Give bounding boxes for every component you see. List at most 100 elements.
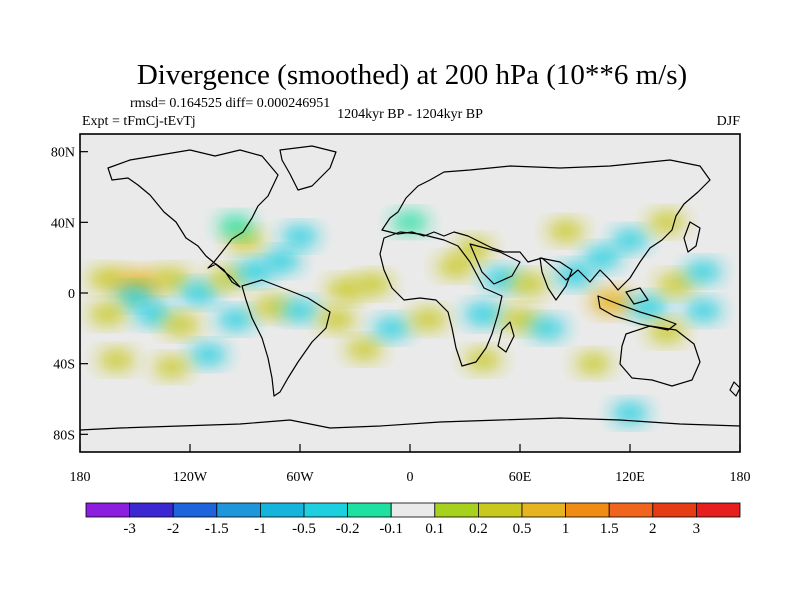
- y-tick-label-1: 40N: [51, 216, 75, 231]
- x-tick-label-6: 180: [730, 470, 751, 485]
- anomaly-region-3: [116, 286, 154, 307]
- colorbar-label-0: -3: [123, 521, 136, 537]
- anomaly-region-22: [317, 309, 356, 330]
- anomaly-region-21: [354, 273, 392, 295]
- anomaly-region-33: [555, 264, 595, 287]
- x-tick-label-0: 180: [70, 470, 91, 485]
- anomaly-region-11: [88, 303, 127, 325]
- colorbar-swatch-7: [390, 502, 436, 518]
- colorbar-label-7: 0.1: [425, 521, 444, 537]
- anomaly-region-17: [153, 357, 190, 378]
- coast-north-america: [107, 149, 279, 288]
- period-label: 1204kyr BP - 1204kyr BP: [337, 107, 483, 122]
- colorbar-label-12: 2: [649, 521, 657, 537]
- colorbar-label-6: -0.1: [379, 521, 403, 537]
- colorbar-label-8: 0.2: [469, 521, 488, 537]
- coast-japan: [683, 221, 701, 253]
- anomaly-region-29: [510, 273, 549, 295]
- anomaly-region-40: [647, 321, 686, 343]
- anomaly-region-42: [547, 220, 585, 242]
- map-background: [80, 134, 740, 452]
- anomaly-region-34: [583, 247, 622, 269]
- anomaly-region-44: [464, 349, 502, 371]
- coast-africa: [379, 231, 503, 367]
- anomaly-region-12: [134, 303, 173, 325]
- coast-india: [539, 257, 573, 301]
- colorbar-swatch-6: [347, 502, 392, 518]
- colorbar-swatch-14: [696, 502, 741, 518]
- colorbar-swatch-9: [477, 502, 523, 518]
- x-axis: 180 120W 60W 0 60E 120E 180: [70, 444, 751, 485]
- x-tick-label-2: 60W: [286, 470, 314, 485]
- colorbar-label-10: 1: [562, 521, 570, 537]
- colorbar-swatch-11: [565, 502, 610, 518]
- stats-line: rmsd= 0.164525 diff= 0.000246951: [130, 96, 330, 111]
- coast-greenland: [279, 145, 337, 191]
- colorbar-swatch-0: [85, 502, 130, 518]
- colorbar-swatch-10: [521, 502, 566, 518]
- colorbar-label-11: 1.5: [600, 521, 619, 537]
- y-axis: 80N 40N 0 40S 80S: [51, 146, 88, 443]
- coast-antarctica: [80, 417, 740, 431]
- colorbar-label-9: 0.5: [513, 521, 532, 537]
- anomaly-region-10: [217, 215, 254, 236]
- anomaly-region-41: [684, 261, 722, 283]
- anomaly-region-4: [179, 282, 219, 304]
- anomaly-region-38: [656, 273, 695, 295]
- anomaly-region-26: [436, 256, 475, 277]
- anomaly-region-47: [648, 212, 686, 233]
- colorbar-label-1: -2: [167, 521, 180, 537]
- coast-indonesia: [597, 287, 677, 331]
- anomaly-region-2: [152, 268, 191, 290]
- map-area: [80, 134, 740, 452]
- colorbar-swatch-13: [652, 502, 697, 518]
- coast-madagascar: [497, 321, 515, 353]
- y-tick-label-3: 40S: [53, 358, 75, 373]
- coast-new-zealand: [729, 381, 740, 397]
- anomaly-region-7: [262, 250, 301, 272]
- coast-south-america: [241, 279, 331, 397]
- anomaly-region-6: [235, 261, 274, 283]
- anomaly-region-9: [281, 226, 319, 247]
- y-tick-label-2: 0: [68, 287, 75, 302]
- colorbar-swatch-8: [434, 502, 479, 518]
- anomaly-region-39: [684, 300, 722, 321]
- y-tick-label-4: 80S: [53, 428, 75, 443]
- anomaly-region-14: [217, 309, 255, 330]
- anomaly-region-23: [345, 339, 383, 360]
- anomaly-region-43: [392, 212, 428, 233]
- anomaly-region-32: [529, 318, 566, 339]
- colorbar-label-5: -0.2: [336, 521, 360, 537]
- x-tick-label-5: 120E: [615, 470, 645, 485]
- colorbar: -3 -2 -1.5 -1 -0.5 -0.2 -0.1 0.1 0.2 0.5 1 1.5 2 3: [85, 502, 741, 537]
- anomaly-region-46: [611, 402, 649, 424]
- anomaly-region-16: [98, 349, 136, 371]
- season-label: DJF: [717, 114, 741, 129]
- anomaly-region-19: [281, 300, 319, 321]
- x-tick-label-1: 120W: [173, 470, 208, 485]
- colorbar-swatch-5: [303, 502, 348, 518]
- coast-arabia: [469, 243, 521, 285]
- anomaly-region-30: [463, 303, 503, 325]
- experiment-label: Expt = tFmCj-tEvTj: [82, 114, 196, 129]
- anomaly-region-24: [373, 318, 411, 339]
- coast-australia: [619, 325, 701, 387]
- anomaly-region-15: [189, 344, 227, 366]
- chart-title: Divergence (smoothed) at 200 hPa (10**6 …: [137, 59, 687, 91]
- colorbar-swatch-4: [259, 502, 305, 518]
- anomaly-region-35: [611, 229, 649, 251]
- colorbar-label-2: -1.5: [205, 521, 229, 537]
- colorbar-label-3: -1: [254, 521, 267, 537]
- colorbar-label-4: -0.5: [292, 521, 316, 537]
- anomaly-region-25: [409, 309, 448, 330]
- y-tick-label-0: 80N: [51, 146, 75, 161]
- anomaly-region-45: [575, 353, 612, 374]
- colorbar-swatch-1: [129, 502, 174, 518]
- colorbar-swatch-12: [608, 502, 654, 518]
- anomaly-region-37: [628, 296, 668, 318]
- coastlines: [80, 145, 740, 431]
- x-tick-label-3: 0: [407, 470, 414, 485]
- colorbar-swatch-2: [172, 502, 218, 518]
- colorbar-swatch-3: [216, 502, 261, 518]
